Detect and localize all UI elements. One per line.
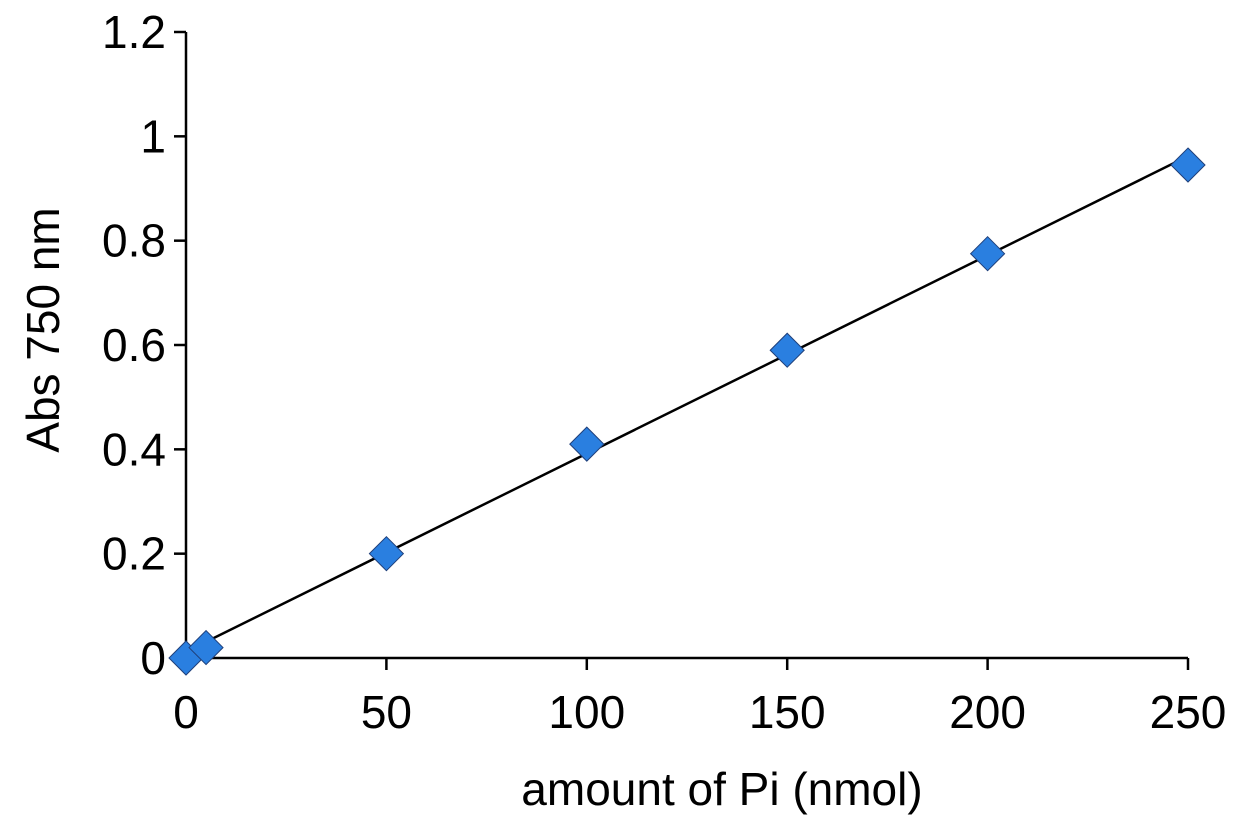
- trendline: [185, 155, 1189, 653]
- x-tick-label: 0: [173, 686, 199, 738]
- y-tick-label: 0.2: [102, 528, 166, 580]
- data-point: [368, 535, 405, 572]
- y-ticks: 0 0.2 0.4 0.6 0.8 1 1.2: [102, 6, 186, 684]
- x-tick-label: 150: [749, 686, 826, 738]
- y-tick-label: 0.6: [102, 319, 166, 371]
- x-axis-title: amount of Pi (nmol): [521, 763, 922, 815]
- data-points: [168, 147, 1206, 676]
- x-tick-label: 200: [949, 686, 1026, 738]
- x-tick-label: 50: [361, 686, 412, 738]
- y-tick-label: 1.2: [102, 6, 166, 58]
- x-ticks: 0 50 100 150 200 250: [173, 658, 1226, 738]
- y-tick-label: 1: [140, 110, 166, 162]
- data-point: [569, 426, 605, 462]
- y-tick-label: 0.4: [102, 423, 166, 475]
- y-tick-label: 0: [140, 632, 166, 684]
- trendline-group: [185, 155, 1189, 653]
- data-point: [969, 236, 1006, 272]
- y-tick-label: 0.8: [102, 215, 166, 267]
- y-axis-title: Abs 750 nm: [17, 207, 69, 452]
- x-tick-label: 100: [548, 686, 625, 738]
- data-point: [769, 332, 805, 368]
- data-point: [188, 629, 224, 666]
- x-tick-label: 250: [1150, 686, 1227, 738]
- data-point: [1170, 147, 1206, 183]
- axes: [184, 32, 1188, 660]
